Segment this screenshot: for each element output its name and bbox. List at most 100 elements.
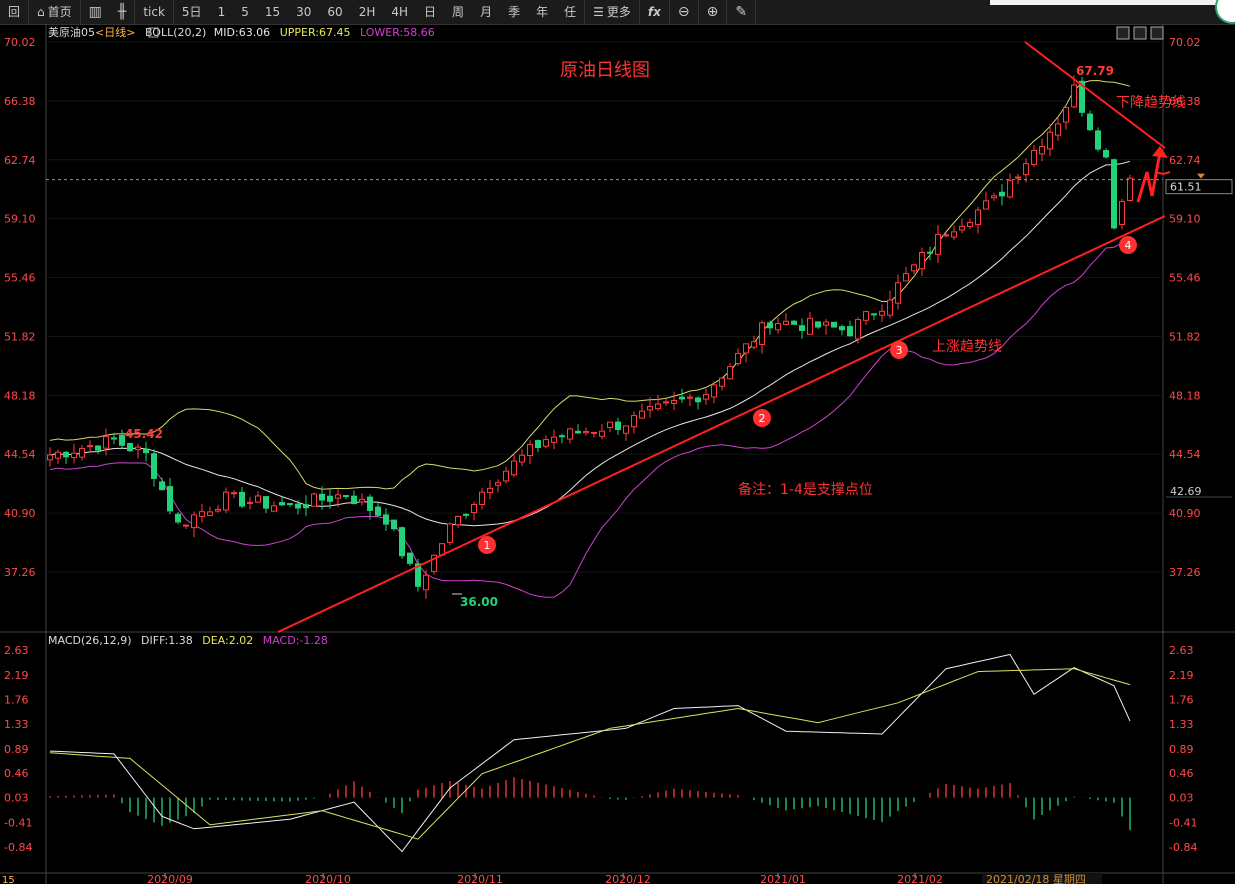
gridlines (46, 41, 1163, 573)
home-button[interactable]: ⌂ 首页 (28, 0, 80, 24)
candle-up (1119, 200, 1125, 226)
candle-up (271, 505, 277, 512)
candle-down (1111, 159, 1117, 229)
up-trend-line (277, 215, 1166, 633)
period-5m[interactable]: 5 (241, 5, 249, 19)
price-tick-left: 51.82 (4, 330, 36, 343)
candle-up (447, 523, 453, 543)
candle-down (167, 486, 173, 512)
candle-down (799, 325, 805, 331)
date-axis: 2020/09 2020/10 2020/11 2020/12 2021/01 2021/… (147, 873, 943, 884)
candle-up (1015, 176, 1021, 179)
period-30m[interactable]: 30 (296, 5, 312, 19)
candle-up (879, 310, 885, 316)
macd-legend-name: MACD(26,12,9) (48, 634, 132, 647)
candle-up (735, 352, 741, 364)
panel-close-icon[interactable] (1150, 26, 1164, 40)
panel-maximize-icon[interactable] (1133, 26, 1147, 40)
draw-button[interactable]: ✎ (726, 0, 755, 24)
candle-up (1007, 180, 1013, 198)
bar-chart-icon: ╫ (117, 4, 127, 20)
panel-minimize-icon[interactable] (1116, 26, 1130, 40)
date-tick-label: 2021/02 (897, 873, 943, 884)
period-15m[interactable]: 15 (264, 5, 281, 19)
price-tick-right: 59.10 (1169, 213, 1201, 226)
candle-up (87, 445, 93, 448)
period-month[interactable]: 月 (480, 5, 493, 19)
candle-up (503, 470, 509, 482)
candle-up (751, 341, 757, 348)
candle-up (1127, 177, 1133, 202)
period-1m[interactable]: 1 (217, 5, 226, 19)
candle-up (687, 396, 693, 399)
period-60m[interactable]: 60 (327, 5, 343, 19)
chart-type-button[interactable]: ▥ (79, 0, 110, 24)
price-tick-left: 59.10 (4, 213, 36, 226)
candlestick-icon: ▥ (88, 4, 102, 20)
price-tick-right: 37.26 (1169, 566, 1201, 579)
date-tick-label: 2020/10 (305, 873, 351, 884)
zoom-out-button[interactable]: ⊖ (668, 0, 698, 24)
candle-up (863, 311, 869, 321)
candle-down (303, 504, 309, 509)
price-tick-left: 55.46 (4, 272, 36, 285)
candle-up (623, 425, 629, 434)
candle-up (423, 574, 429, 591)
date-tick-label: 2020/12 (605, 873, 651, 884)
candle-up (247, 501, 253, 504)
candle-down (695, 397, 701, 403)
candle-down (399, 527, 405, 557)
current-price-marker (1197, 173, 1205, 179)
zoom-in-button[interactable]: ⊕ (697, 0, 727, 24)
macd-tick-right: 2.19 (1169, 669, 1194, 682)
legend-toggle-icon[interactable] (148, 27, 159, 38)
candle-up (663, 401, 669, 404)
forecast-arrow-head (1152, 146, 1168, 158)
period-4h[interactable]: 4H (391, 5, 409, 19)
candle-down (367, 496, 373, 511)
corner-label: 15 (2, 875, 15, 884)
period-custom[interactable]: 任 (564, 5, 577, 19)
period-5d[interactable]: 5日 (172, 0, 210, 24)
date-cursor-box (982, 873, 1102, 884)
macd-tick-left: 0.46 (4, 767, 29, 780)
tick-button[interactable]: tick (134, 0, 173, 24)
candle-up (223, 491, 229, 511)
candle-up (1047, 131, 1053, 150)
candle-down (791, 320, 797, 325)
price-tick-right: 48.18 (1169, 389, 1201, 402)
period-day[interactable]: 日 (424, 5, 437, 19)
period-quarter[interactable]: 季 (508, 5, 521, 19)
macd-legend-dea: DEA:2.02 (202, 634, 253, 647)
forecast-arrow (1136, 151, 1162, 203)
candle-up (511, 460, 517, 476)
candle-up (711, 384, 717, 398)
down-trend-line (1024, 41, 1166, 149)
candle-up (855, 319, 861, 340)
main-legend: 美原油05<日线> BOLL(20,2) MID:63.06 UPPER:67.… (48, 25, 435, 39)
period-2h[interactable]: 2H (358, 5, 376, 19)
back-button[interactable]: 回 (8, 5, 21, 19)
macd-tick-right: 1.76 (1169, 693, 1194, 706)
period-year[interactable]: 年 (536, 5, 549, 19)
candle-down (415, 563, 421, 587)
candle-up (983, 200, 989, 210)
more-button[interactable]: ☰ 更多 (584, 0, 639, 24)
macd-tick-left: 0.89 (4, 743, 29, 756)
candle-down (871, 313, 877, 316)
candle-up (951, 231, 957, 238)
indicator-button[interactable]: ╫ (110, 0, 134, 24)
candle-down (287, 503, 293, 506)
period-week[interactable]: 周 (452, 5, 465, 19)
candle-up (807, 317, 813, 335)
candle-up (959, 225, 965, 231)
candle-down (1095, 130, 1101, 150)
candle-up (1055, 123, 1061, 136)
candle-up (991, 195, 997, 199)
candle-up (567, 428, 573, 440)
macd-dea-line (49, 668, 1131, 840)
candle-up (487, 487, 493, 494)
chart-area[interactable]: 70.02 70.02 66.38 66.38 62.74 62.74 59.10 59.10… (0, 24, 1235, 884)
formula-button[interactable]: fx (638, 0, 669, 24)
candle-up (727, 366, 733, 380)
